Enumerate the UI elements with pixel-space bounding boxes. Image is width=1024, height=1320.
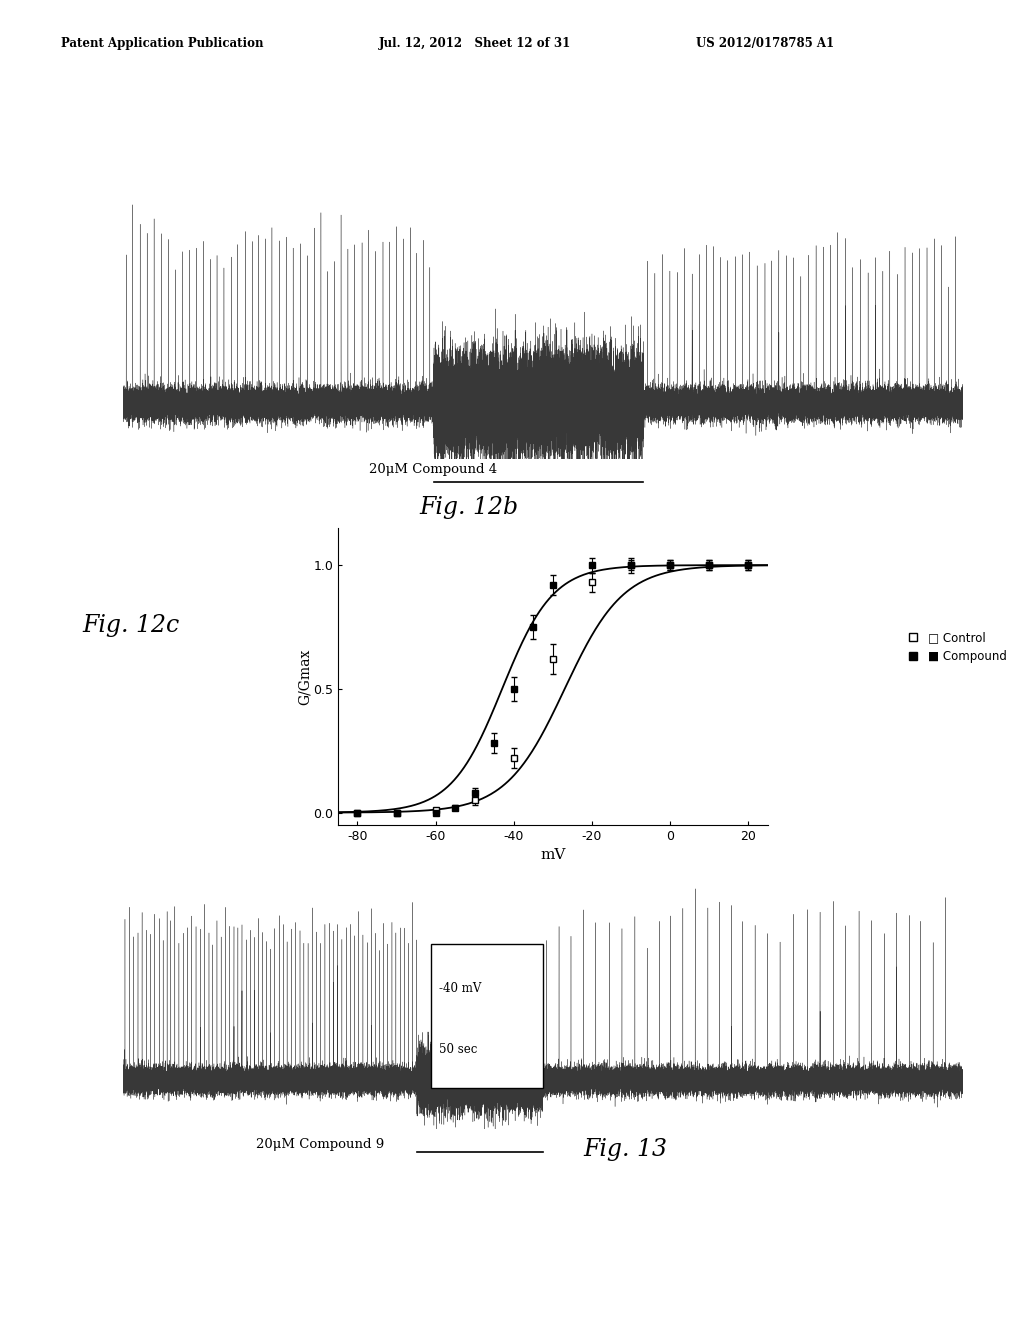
FancyBboxPatch shape: [431, 944, 543, 1089]
Text: Patent Application Publication: Patent Application Publication: [61, 37, 264, 50]
Text: Fig. 12c: Fig. 12c: [82, 614, 179, 636]
Text: Jul. 12, 2012   Sheet 12 of 31: Jul. 12, 2012 Sheet 12 of 31: [379, 37, 571, 50]
X-axis label: mV: mV: [541, 849, 565, 862]
Text: 50 sec: 50 sec: [439, 1043, 477, 1056]
Text: US 2012/0178785 A1: US 2012/0178785 A1: [696, 37, 835, 50]
Y-axis label: G/Gmax: G/Gmax: [298, 648, 311, 705]
Text: Fig. 13: Fig. 13: [584, 1138, 668, 1160]
Legend: □ Control, ■ Compound: □ Control, ■ Compound: [896, 626, 1012, 668]
Text: 20μM Compound 4: 20μM Compound 4: [369, 463, 497, 477]
Text: Fig. 12b: Fig. 12b: [420, 496, 519, 519]
Text: 20μM Compound 9: 20μM Compound 9: [256, 1138, 384, 1151]
Text: -40 mV: -40 mV: [439, 982, 481, 995]
